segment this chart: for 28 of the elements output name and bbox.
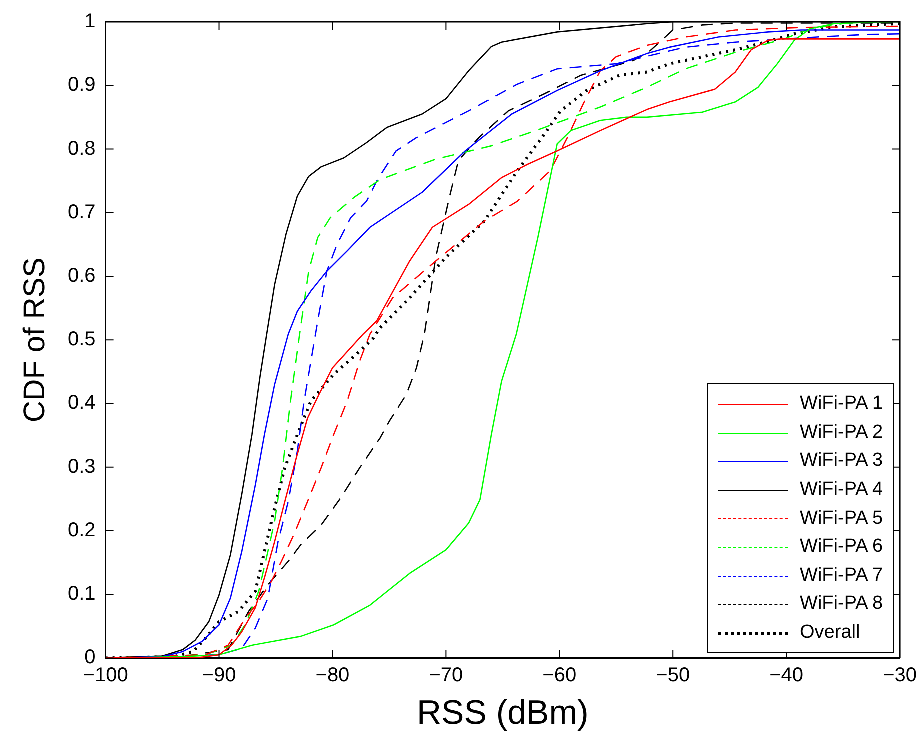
legend-label: WiFi-PA 5 (800, 506, 884, 531)
y-tick-label: 0.7 (68, 201, 96, 224)
y-tick-label: 0.1 (68, 583, 96, 606)
x-tick-label: −80 (316, 664, 350, 687)
y-tick-label: 0.6 (68, 264, 96, 287)
legend-label: WiFi-PA 6 (800, 535, 884, 560)
y-tick-label: 0.4 (68, 392, 96, 414)
x-tick-label: −70 (429, 664, 464, 687)
legend-label: WiFi-PA 4 (800, 478, 884, 502)
legend-label: WiFi-PA 2 (800, 420, 884, 445)
y-tick-label: 0.9 (68, 74, 96, 96)
legend-label: Overall (800, 620, 860, 645)
legend-label: WiFi-PA 7 (800, 564, 884, 588)
x-tick-label: −90 (202, 664, 236, 687)
x-tick-label: −30 (883, 664, 918, 687)
legend-label: WiFi-PA 1 (800, 392, 884, 416)
x-tick-label: −50 (656, 664, 690, 687)
y-tick-label: 0.8 (68, 138, 96, 160)
y-tick-label: 0.2 (68, 519, 96, 542)
y-tick-label: 0.3 (68, 456, 96, 478)
y-tick-label: 1 (84, 10, 96, 33)
x-tick-label: −60 (542, 664, 577, 687)
legend-label: WiFi-PA 8 (800, 592, 884, 616)
y-axis-title: CDF of RSS (18, 258, 52, 423)
y-tick-label: 0.5 (68, 328, 96, 351)
x-axis-title: RSS (dBm) (416, 694, 589, 732)
legend-label: WiFi-PA 3 (800, 449, 884, 474)
x-tick-label: −40 (770, 664, 804, 687)
